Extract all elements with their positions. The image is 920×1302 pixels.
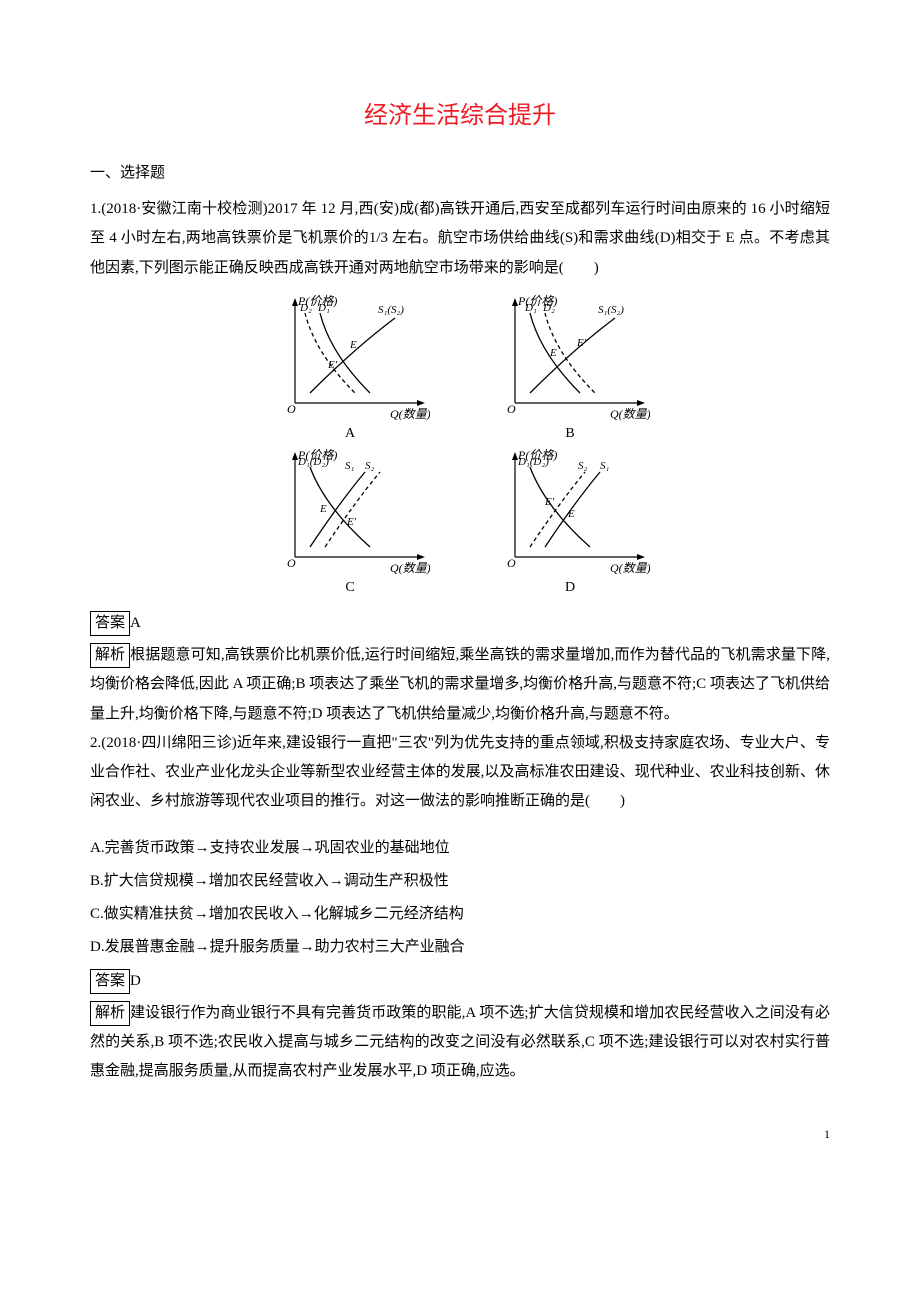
q2-option-A: A.完善货币政策→支持农业发展→巩固农业的基础地位 — [90, 832, 830, 865]
svg-text:S₂: S₂ — [365, 460, 375, 472]
chart-B: P(价格) Q(数量) O D₁ D₂ S₁(S₂) E E' B — [490, 293, 650, 442]
svg-text:O: O — [507, 402, 516, 416]
q1-answer-line: 答案A — [90, 606, 830, 638]
chart-C-label: C — [270, 580, 430, 596]
q1-explain: 解析根据题意可知,高铁票价比机票价低,运行时间缩短,乘坐高铁的需求量增加,而作为… — [90, 638, 830, 729]
svg-text:D₁(D₂): D₁(D₂) — [297, 456, 329, 468]
svg-text:O: O — [287, 556, 296, 570]
chart-C-svg: P(价格) Q(数量) O D₁(D₂) S₁ S₂ E E' — [270, 447, 430, 577]
svg-text:D₁(D₂): D₁(D₂) — [517, 456, 549, 468]
svg-text:S₁(S₂): S₁(S₂) — [598, 304, 624, 316]
q2-option-D: D.发展普惠金融→提升服务质量→助力农村三大产业融合 — [90, 931, 830, 964]
q2-options: A.完善货币政策→支持农业发展→巩固农业的基础地位 B.扩大信贷规模→增加农民经… — [90, 832, 830, 964]
svg-text:D₁: D₁ — [317, 302, 330, 314]
svg-text:E': E' — [576, 337, 587, 349]
chart-A-label: A — [270, 426, 430, 442]
chart-A-xlabel: Q(数量) — [390, 407, 430, 421]
chart-row-1: P(价格) Q(数量) O D₁ D₂ S₁(S₂) E E' A — [90, 293, 830, 442]
svg-text:S₁: S₁ — [600, 460, 610, 472]
chart-B-svg: P(价格) Q(数量) O D₁ D₂ S₁(S₂) E E' — [490, 293, 650, 423]
svg-text:D₁: D₁ — [524, 302, 537, 314]
svg-text:E: E — [549, 347, 557, 359]
q2-option-B: B.扩大信贷规模→增加农民经营收入→调动生产积极性 — [90, 865, 830, 898]
svg-text:O: O — [287, 402, 296, 416]
chart-row-2: P(价格) Q(数量) O D₁(D₂) S₁ S₂ E E' C — [90, 447, 830, 596]
q1-answer-value: A — [130, 615, 141, 631]
q1-explain-label: 解析 — [90, 643, 130, 668]
chart-D-xlabel: Q(数量) — [610, 561, 650, 575]
svg-text:E': E' — [327, 359, 338, 371]
svg-text:E': E' — [544, 496, 555, 508]
svg-text:E: E — [567, 508, 575, 520]
svg-text:E: E — [349, 339, 357, 351]
q2-answer-value: D — [130, 973, 141, 989]
section-header: 一、选择题 — [90, 160, 830, 187]
chart-B-xlabel: Q(数量) — [610, 407, 650, 421]
chart-D-label: D — [490, 580, 650, 596]
q1-answer-label: 答案 — [90, 611, 130, 636]
q2-option-C: C.做实精准扶贫→增加农民收入→化解城乡二元经济结构 — [90, 898, 830, 931]
svg-text:S₁: S₁ — [345, 460, 355, 472]
q2-explain: 解析建设银行作为商业银行不具有完善货币政策的职能,A 项不选;扩大信贷规模和增加… — [90, 996, 830, 1087]
q1-explain-text: 根据题意可知,高铁票价比机票价低,运行时间缩短,乘坐高铁的需求量增加,而作为替代… — [90, 647, 830, 722]
svg-text:D₂: D₂ — [299, 302, 312, 314]
chart-D-svg: P(价格) Q(数量) O D₁(D₂) S₁ S₂ E' E — [490, 447, 650, 577]
q2-answer-line: 答案D — [90, 964, 830, 996]
svg-text:D₂: D₂ — [542, 302, 555, 314]
chart-C: P(价格) Q(数量) O D₁(D₂) S₁ S₂ E E' C — [270, 447, 430, 596]
svg-text:E: E — [319, 503, 327, 515]
svg-text:S₂: S₂ — [578, 460, 588, 472]
chart-A: P(价格) Q(数量) O D₁ D₂ S₁(S₂) E E' A — [270, 293, 430, 442]
q2-answer-label: 答案 — [90, 969, 130, 994]
chart-D: P(价格) Q(数量) O D₁(D₂) S₁ S₂ E' E D — [490, 447, 650, 596]
q2-explain-text: 建设银行作为商业银行不具有完善货币政策的职能,A 项不选;扩大信贷规模和增加农民… — [90, 1005, 830, 1080]
page-number: 1 — [90, 1127, 830, 1142]
charts-container: P(价格) Q(数量) O D₁ D₂ S₁(S₂) E E' A — [90, 293, 830, 596]
svg-text:E': E' — [346, 516, 357, 528]
q2-explain-label: 解析 — [90, 1001, 130, 1026]
chart-B-label: B — [490, 426, 650, 442]
svg-text:S₁(S₂): S₁(S₂) — [378, 304, 404, 316]
chart-C-xlabel: Q(数量) — [390, 561, 430, 575]
svg-text:O: O — [507, 556, 516, 570]
question-1-text: 1.(2018·安徽江南十校检测)2017 年 12 月,西(安)成(都)高铁开… — [90, 195, 830, 283]
chart-A-svg: P(价格) Q(数量) O D₁ D₂ S₁(S₂) E E' — [270, 293, 430, 423]
page-title: 经济生活综合提升 — [90, 95, 830, 130]
question-2-text: 2.(2018·四川绵阳三诊)近年来,建设银行一直把"三农"列为优先支持的重点领… — [90, 729, 830, 817]
